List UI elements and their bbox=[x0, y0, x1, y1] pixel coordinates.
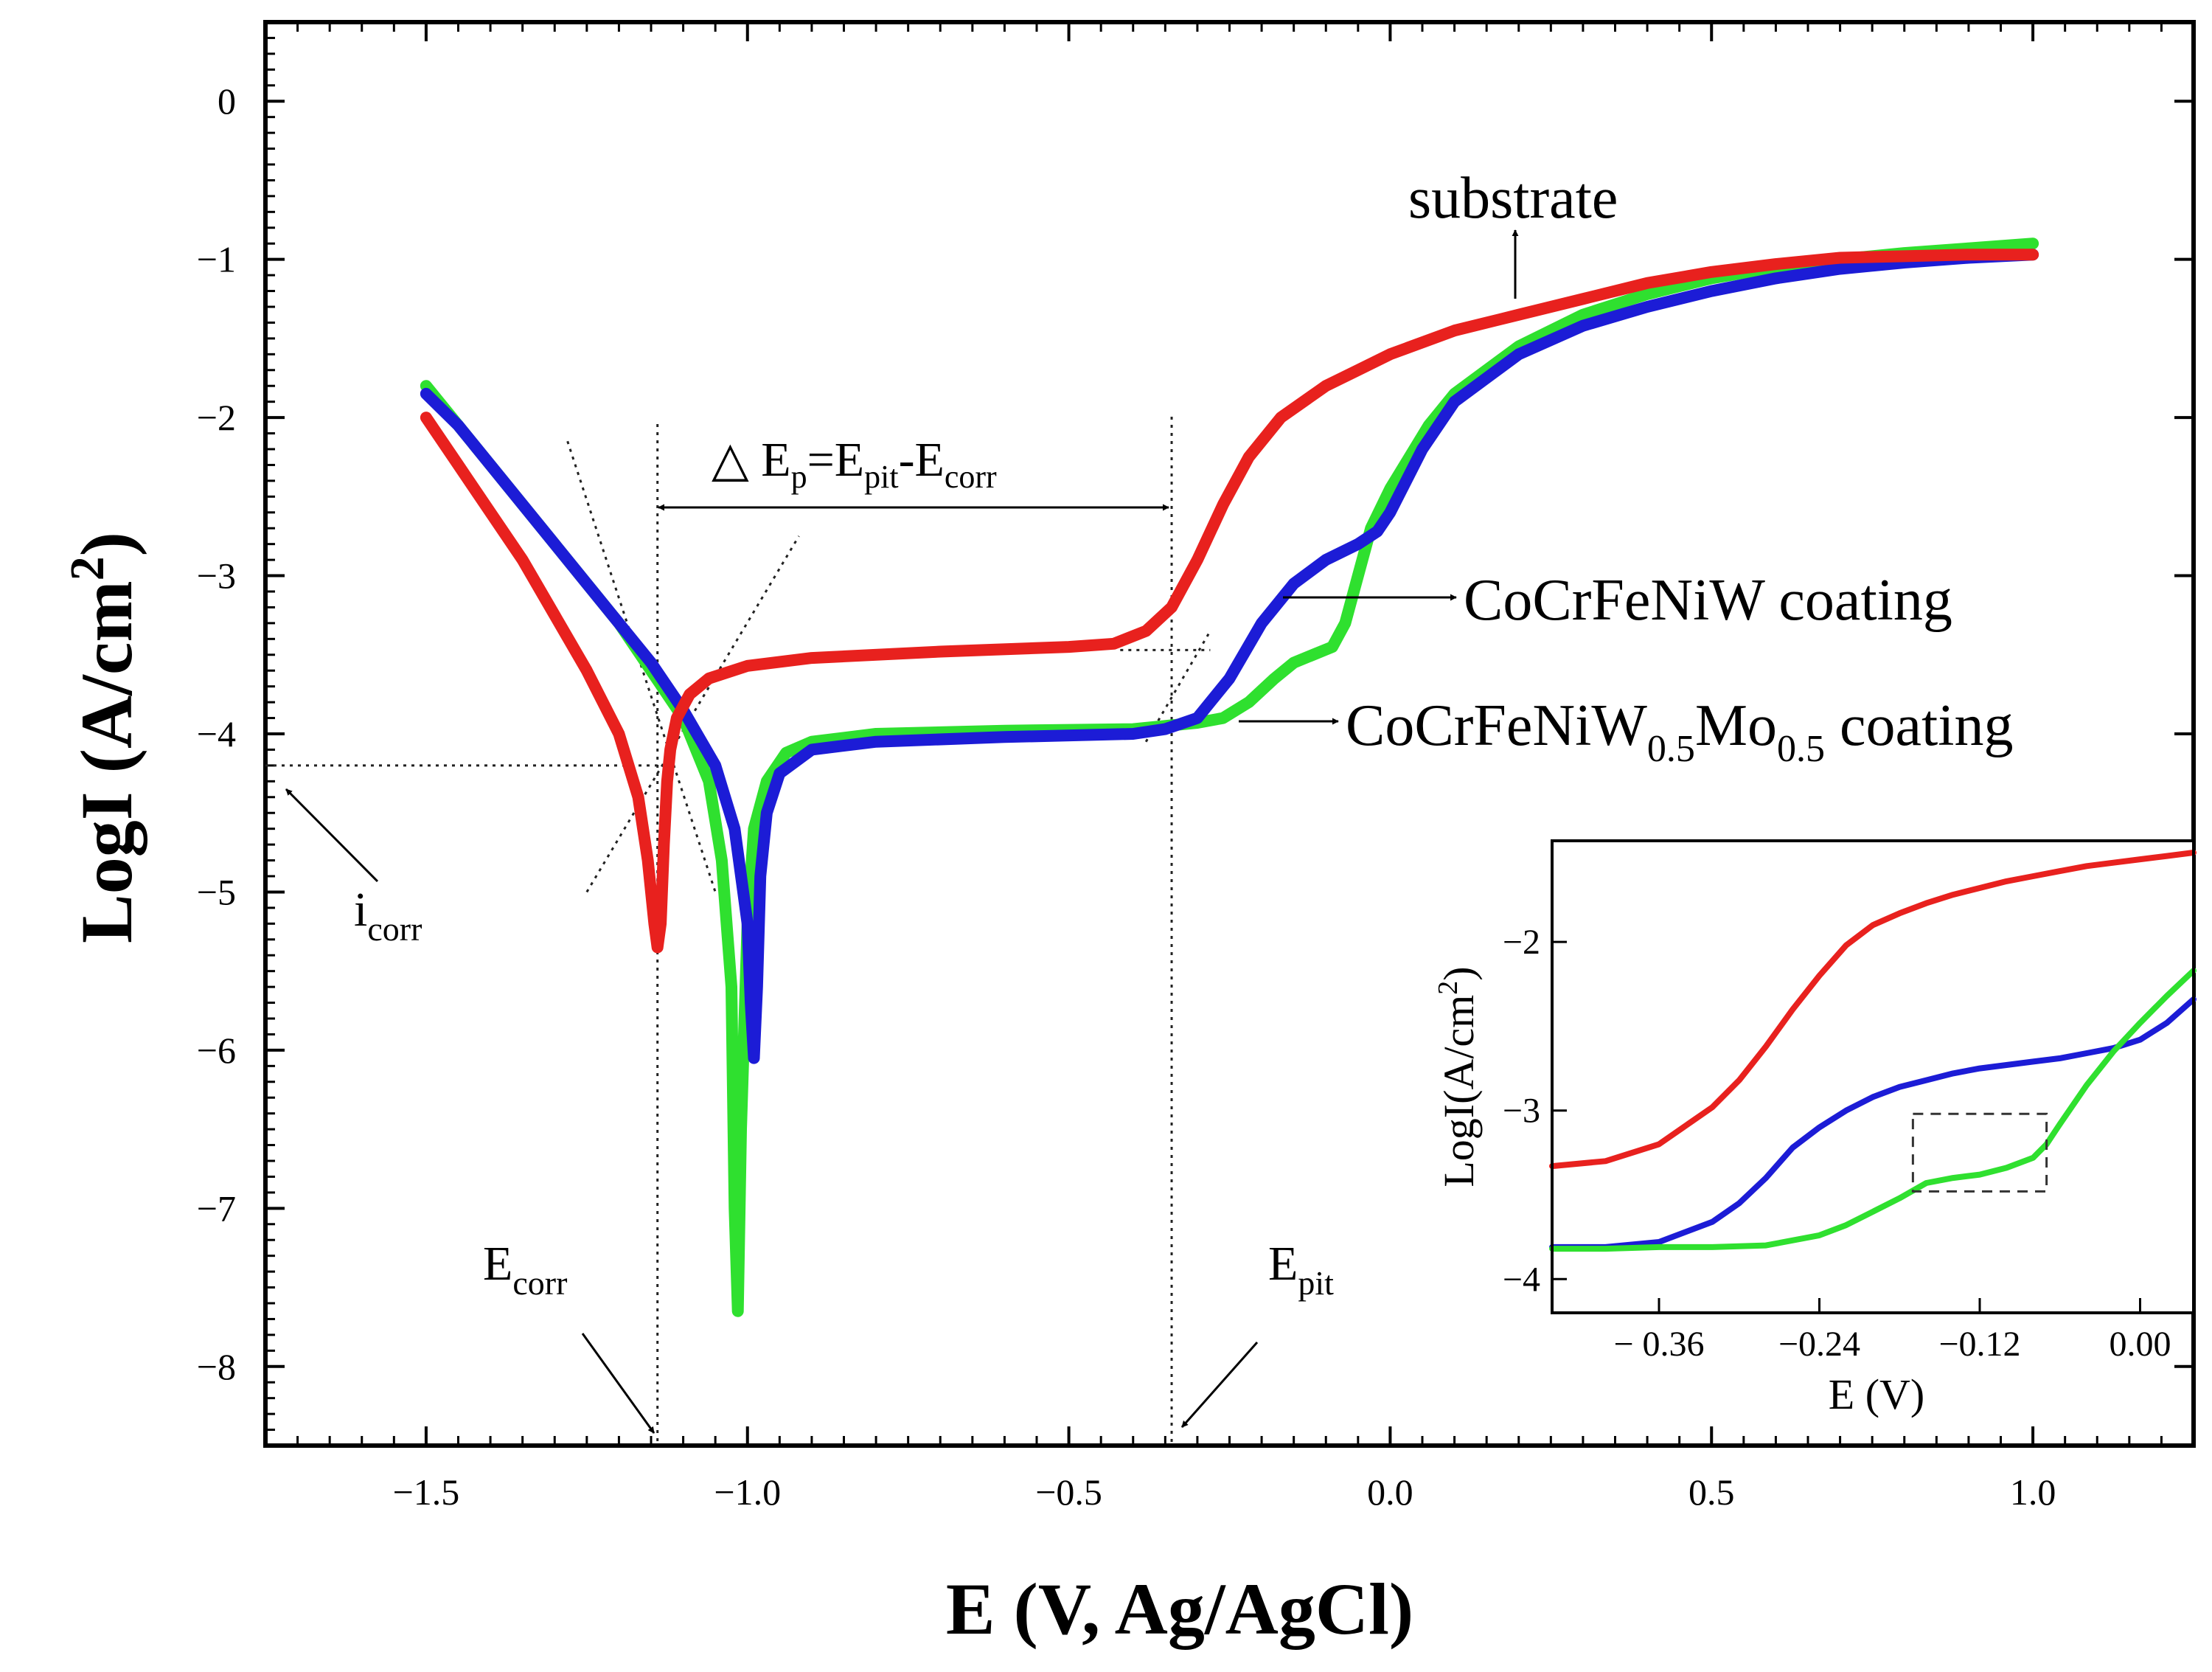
icorr-sub: corr bbox=[367, 910, 422, 948]
coating2-tail: coating bbox=[1825, 693, 2013, 758]
series-substrate bbox=[420, 249, 2039, 954]
delta-prefix: △ E bbox=[712, 433, 791, 487]
inset-y-tick-label: −4 bbox=[1503, 1260, 1540, 1299]
y-tick-label: 0 bbox=[218, 80, 236, 122]
delta-ep-label: △ Ep=Epit-Ecorr bbox=[712, 433, 997, 495]
coating1-label: CoCrFeNiW coating bbox=[1464, 568, 1952, 633]
y-axis-title-close: ) bbox=[66, 532, 147, 556]
coating2-label: CoCrFeNiW0.5Mo0.5 coating bbox=[1346, 693, 2013, 770]
inset-series-substrate bbox=[1549, 850, 2197, 1170]
substrate-label: substrate bbox=[1408, 166, 1618, 231]
inset-background bbox=[1552, 841, 2194, 1313]
ecorr-sub: corr bbox=[512, 1264, 567, 1302]
y-tick-label: −1 bbox=[197, 239, 236, 280]
inset-frame bbox=[1551, 839, 2195, 1314]
delta-eq: =E bbox=[807, 433, 865, 487]
coating2-sub1: 0.5 bbox=[1647, 728, 1695, 770]
x-tick-label: 0.0 bbox=[1367, 1471, 1413, 1513]
ecorr-label: Ecorr bbox=[483, 1237, 567, 1302]
inset-y-title-sup: 2 bbox=[1433, 981, 1464, 995]
x-axis-title: E (V, Ag/AgCl) bbox=[946, 1568, 1413, 1650]
ecorr-main: E bbox=[483, 1237, 512, 1291]
inset-y-axis-title: LogI(A/cm2) bbox=[1433, 966, 1483, 1187]
icorr-arrow bbox=[285, 788, 379, 883]
inset-x-axis-title: E (V) bbox=[1829, 1370, 1924, 1418]
inset-series-cocrfeniw-coating bbox=[1549, 996, 2197, 1250]
series-cocrfeniw-coating bbox=[420, 249, 2039, 1064]
main-series-group bbox=[420, 237, 2039, 1317]
x-tick-label: −1.0 bbox=[714, 1471, 781, 1513]
coating2-sub2: 0.5 bbox=[1777, 728, 1825, 770]
y-tick-label: −7 bbox=[197, 1187, 236, 1229]
inset-y-title-main: LogI(A/cm bbox=[1435, 995, 1483, 1187]
y-tick-label: −2 bbox=[197, 397, 236, 438]
delta-minus: -E bbox=[899, 433, 945, 487]
inset-series-group bbox=[1549, 850, 2197, 1252]
y-axis-title-main: LogI (A/cm bbox=[66, 580, 147, 943]
y-tick-label: −8 bbox=[197, 1346, 236, 1387]
inset-series-cocrfeniw0-5mo0-5-coating bbox=[1549, 968, 2197, 1252]
x-tick-label: 0.5 bbox=[1688, 1471, 1735, 1513]
delta-sub-corr: corr bbox=[945, 459, 997, 495]
main-axis-ticks: −1.5 −1.0 −0.5 0.0 0.5 1.0 0 −1 −2 −3 −4 −5 −6 −7 −8 bbox=[197, 21, 2195, 1513]
y-axis-title-sup: 2 bbox=[60, 556, 114, 580]
x-tick-label: 1.0 bbox=[2010, 1471, 2056, 1513]
delta-sub-pit: pit bbox=[864, 459, 898, 495]
y-tick-label: −5 bbox=[197, 871, 236, 912]
coating2-mid: Mo bbox=[1695, 693, 1777, 758]
icorr-label: icorr bbox=[354, 883, 422, 948]
epit-label: Epit bbox=[1268, 1237, 1334, 1302]
x-tick-label: −1.5 bbox=[393, 1471, 460, 1513]
coating2-label-main: CoCrFeNiW bbox=[1346, 693, 1647, 758]
epit-sub: pit bbox=[1298, 1264, 1334, 1302]
y-tick-label: −3 bbox=[197, 555, 236, 597]
delta-sub-p: p bbox=[791, 459, 807, 495]
inset-x-tick-label: −0.12 bbox=[1938, 1325, 2020, 1364]
inset-x-tick-label: − 0.36 bbox=[1613, 1325, 1704, 1364]
epit-main: E bbox=[1268, 1237, 1298, 1291]
y-tick-label: −4 bbox=[197, 713, 236, 755]
x-tick-label: −0.5 bbox=[1035, 1471, 1102, 1513]
y-axis-title: LogI (A/cm2) bbox=[60, 532, 147, 943]
ecorr-arrow bbox=[581, 1333, 655, 1434]
inset-y-tick-label: −2 bbox=[1503, 923, 1540, 962]
inset-y-title-close: ) bbox=[1435, 966, 1483, 980]
inset-y-tick-label: −3 bbox=[1503, 1092, 1540, 1131]
inset-x-tick-label: −0.24 bbox=[1778, 1325, 1860, 1364]
inset-x-tick-label: 0.00 bbox=[2110, 1325, 2171, 1364]
epit-arrow bbox=[1180, 1342, 1259, 1428]
icorr-main: i bbox=[354, 883, 367, 937]
pitting-tangent-line bbox=[1144, 630, 1211, 743]
y-tick-label: −6 bbox=[197, 1030, 236, 1071]
inset-axis-ticks: − 0.36 −0.24 −0.12 0.00 −2 −3 −4 bbox=[1503, 923, 2171, 1364]
